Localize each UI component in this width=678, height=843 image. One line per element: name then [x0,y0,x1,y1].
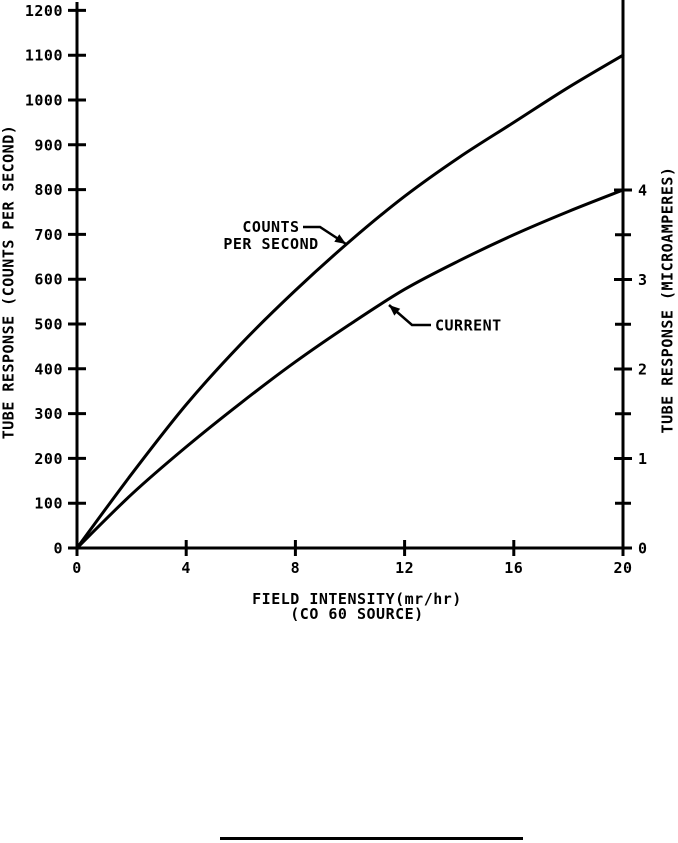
tick-label: 1 [638,450,648,468]
tick-label: 16 [504,559,523,577]
tick-label: 4 [638,182,648,200]
x-axis-title: FIELD INTENSITY(mr/hr) (CO 60 SOURCE) [252,592,462,622]
tick-label: 1100 [25,47,63,65]
tick-label: 700 [34,226,63,244]
chart-canvas: 0100200300400500600700800900100011001200… [25,0,648,577]
curve-current [75,188,625,550]
tick-label: 3 [638,271,648,289]
series-label-current: CURRENT [435,316,502,335]
curve-counts-per-second [75,53,625,550]
series-label-counts: COUNTS PER SECOND [223,219,318,253]
x-axis-ticks: 0 4 8 12 16 20 [72,540,632,577]
x-axis-title-line1: FIELD INTENSITY(mr/hr) [252,590,462,608]
left-y-axis-title: TUBE RESPONSE (COUNTS PER SECOND) [0,124,18,440]
tick-label: 800 [34,181,63,199]
tick-label: 900 [34,136,63,154]
series-curves [75,53,625,550]
left-axis-ticks: 0 100 200 300 400 500 600 700 800 900 1000 1100 1200 [25,2,86,558]
tick-label: 300 [34,405,63,423]
tick-label: 2 [638,361,648,379]
tick-label: 0 [72,559,82,577]
right-axis-ticks: 0 1 2 3 4 [614,182,648,558]
tick-label: 0 [638,540,648,558]
tick-label: 400 [34,360,63,378]
current-leader-arrowhead [389,305,401,316]
series-label-counts-line1: COUNTS [242,218,300,236]
axes [75,0,625,550]
tick-label: 200 [34,450,63,468]
annotation-leaders [303,225,431,327]
tick-label: 100 [34,495,63,513]
tick-label: 20 [613,559,632,577]
right-y-axis-title: TUBE RESPONSE (MICROAMPERES) [658,166,677,434]
tick-label: 1000 [25,92,63,110]
x-axis-title-line2: (CO 60 SOURCE) [290,605,424,623]
footer-rule [220,837,523,840]
tick-label: 500 [34,316,63,334]
series-label-counts-line2: PER SECOND [223,235,319,253]
counts-leader-arrowhead [334,234,346,244]
tick-label: 0 [53,540,63,558]
tick-label: 12 [395,559,414,577]
tick-label: 1200 [25,2,63,20]
tick-label: 600 [34,271,63,289]
tick-label: 8 [291,559,301,577]
tick-label: 4 [181,559,191,577]
